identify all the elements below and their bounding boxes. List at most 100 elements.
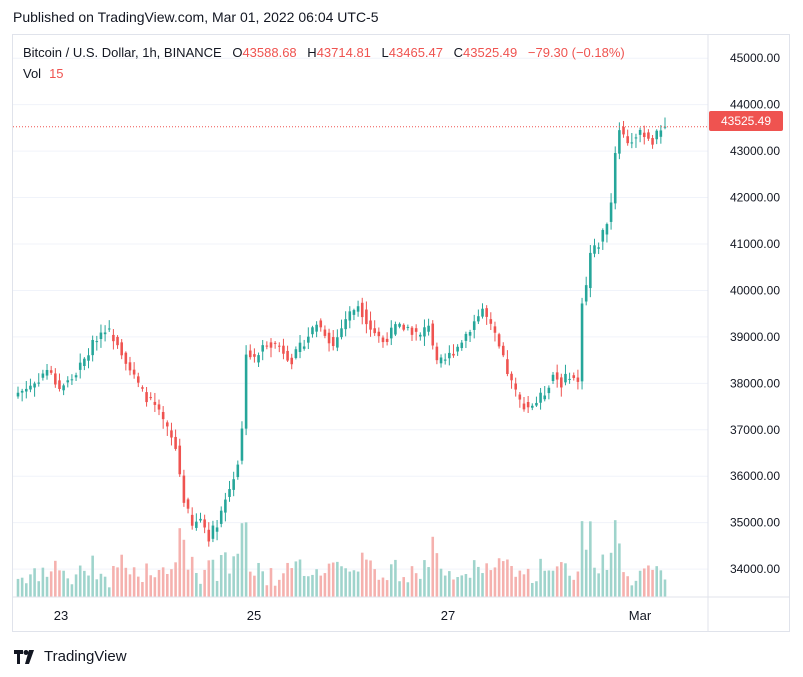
volume-bar <box>319 575 323 597</box>
tradingview-logo-icon <box>14 649 34 664</box>
volume-bar <box>642 568 646 597</box>
candle <box>195 513 198 531</box>
volume-bar <box>584 549 588 597</box>
candle <box>116 335 119 349</box>
volume-bar <box>170 569 173 597</box>
candle <box>211 520 215 543</box>
volume-bar <box>456 577 459 597</box>
volume-bar <box>211 559 215 597</box>
volume-bar <box>25 583 28 597</box>
volume-bar <box>128 574 132 597</box>
volume-bar <box>207 560 211 597</box>
volume-bar <box>58 570 61 597</box>
candle <box>132 362 136 379</box>
volume-bar <box>70 584 74 597</box>
candle <box>174 429 177 451</box>
volume-bar <box>522 574 526 597</box>
candle <box>402 323 405 332</box>
price-tick-label: 41000.00 <box>730 237 780 251</box>
candle <box>381 335 385 348</box>
candle <box>153 392 157 412</box>
volume-bar <box>613 520 617 597</box>
candle <box>344 311 347 337</box>
candle <box>54 368 57 388</box>
candle <box>203 514 206 534</box>
volume-bar <box>161 567 165 597</box>
volume-bar <box>618 543 621 597</box>
volume-bar <box>489 570 493 597</box>
candle <box>141 385 144 392</box>
volume-bar <box>311 574 314 597</box>
candle <box>506 350 509 377</box>
volume-bar <box>224 552 227 597</box>
volume-bar <box>282 573 285 597</box>
candle <box>659 125 663 144</box>
volume-bar <box>530 582 534 597</box>
price-tick-label: 43000.00 <box>730 144 780 158</box>
candle <box>128 356 132 376</box>
volume-bar <box>327 563 331 597</box>
volume-bar <box>294 561 298 597</box>
volume-bar <box>190 556 194 597</box>
volume-bar <box>655 566 658 597</box>
price-axis: 34000.00 35000.00 36000.00 37000.00 38000.00… <box>730 51 780 576</box>
volume-bar <box>219 555 223 597</box>
price-tick-label: 44000.00 <box>730 98 780 112</box>
tradingview-brand[interactable]: TradingView <box>14 648 127 665</box>
volume-bar <box>389 564 393 597</box>
candle <box>182 469 186 507</box>
candle <box>655 129 658 145</box>
volume-bar <box>302 575 306 597</box>
volume-bar <box>481 573 484 597</box>
volume-bar <box>638 570 642 597</box>
candle <box>311 325 314 338</box>
volume-bar <box>630 585 634 597</box>
volume-bar <box>597 573 600 597</box>
candle <box>236 460 240 480</box>
change-value: −79.30 (−0.18%) <box>527 45 625 60</box>
candle <box>398 322 401 329</box>
candle <box>647 129 650 141</box>
volume-bar <box>435 553 439 597</box>
volume-bar <box>323 573 327 597</box>
candle <box>419 332 422 341</box>
volume-bar <box>439 568 443 597</box>
candle <box>103 325 107 342</box>
volume-bar <box>472 560 476 597</box>
volume-bar <box>356 571 360 597</box>
volume-bar <box>572 579 576 597</box>
volume-bar <box>91 555 94 597</box>
candle <box>298 335 302 359</box>
volume-bar <box>514 576 517 597</box>
candle <box>518 392 522 408</box>
candle <box>58 373 61 392</box>
volume-bar <box>248 571 252 597</box>
volume-bar <box>493 567 497 597</box>
candle <box>464 331 468 349</box>
volume-bar <box>663 579 667 597</box>
volume-bar <box>182 539 186 597</box>
volume-bar <box>431 536 435 597</box>
volume-bar <box>344 568 347 597</box>
candle <box>601 228 605 250</box>
price-tick-label: 45000.00 <box>730 51 780 65</box>
candle <box>365 301 368 334</box>
volume-bar <box>452 579 455 597</box>
candle <box>539 387 542 410</box>
candle <box>33 381 36 397</box>
volume-bar <box>377 579 381 597</box>
volume-bar <box>87 575 90 597</box>
candle <box>161 406 165 429</box>
volume-bar <box>659 570 663 597</box>
high-value: 43714.81 <box>316 45 371 60</box>
chart-frame <box>12 34 790 632</box>
candle <box>70 374 74 385</box>
price-chart[interactable]: 34000.00 35000.00 36000.00 37000.00 38000.00… <box>13 35 789 631</box>
volume-bar <box>49 571 53 597</box>
volume-bar <box>232 556 235 597</box>
volume-bar <box>107 587 111 597</box>
volume-bar <box>336 561 339 597</box>
volume-bar <box>269 568 273 597</box>
volume-bar <box>535 581 538 597</box>
candle <box>170 422 173 446</box>
